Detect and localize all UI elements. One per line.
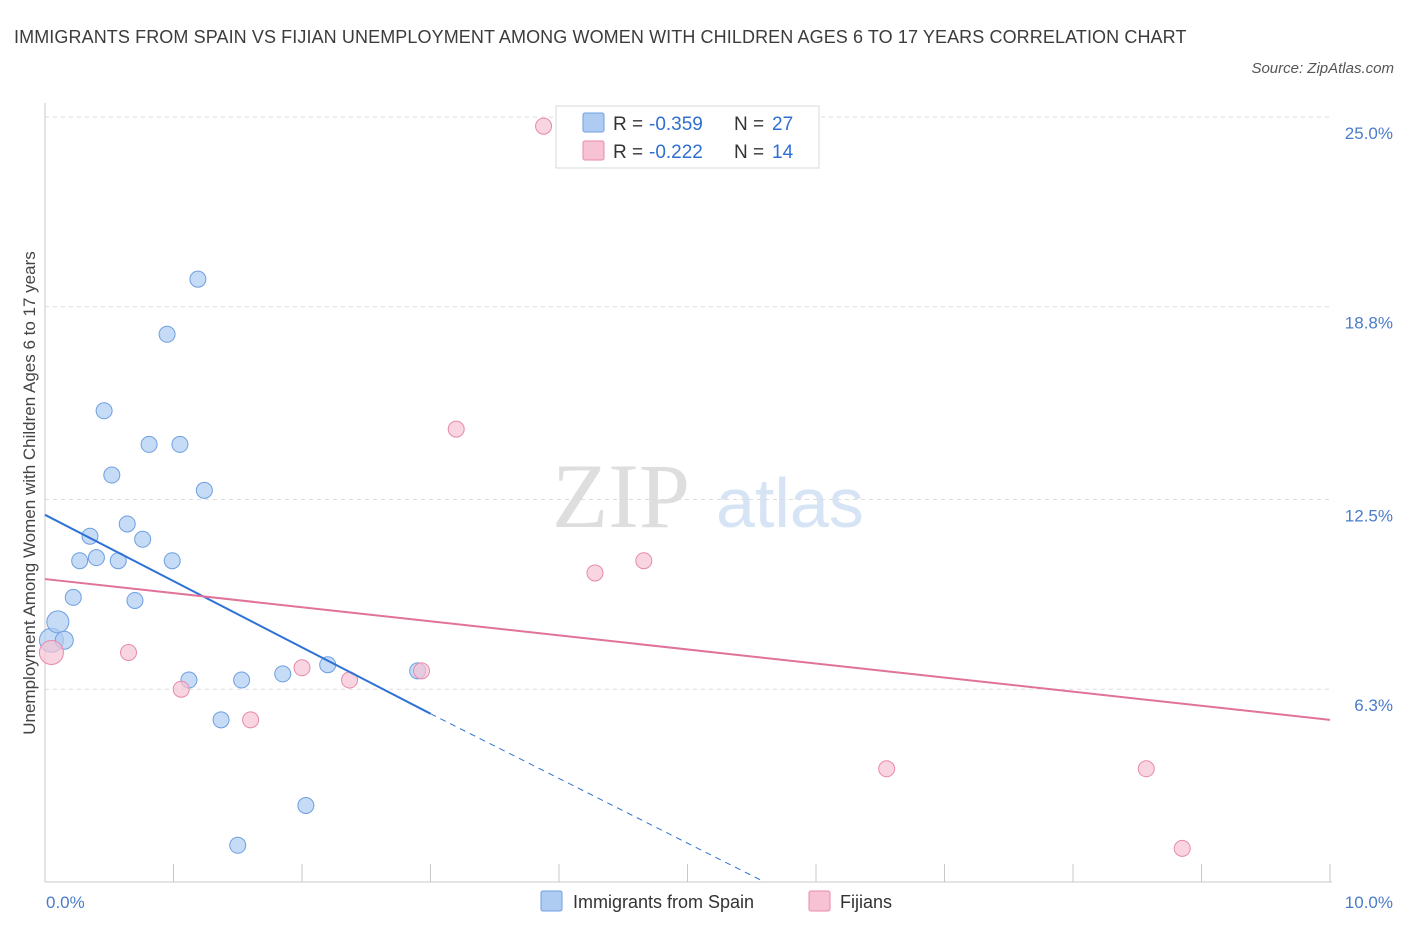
point-spain-8 [103,466,121,484]
watermark-atlas: atlas [716,464,864,542]
point-fijians-11 [878,760,896,778]
point-spain-15 [163,552,181,570]
data-points [38,117,1191,857]
point-fijians-12 [1137,760,1155,778]
y-axis-tick-labels: 25.0% 18.8% 12.5% 6.3% [1345,124,1393,715]
y-tick-label-2: 12.5% [1345,507,1393,526]
point-spain-25 [319,656,337,674]
point-spain-10 [118,515,136,533]
point-spain-21 [229,836,247,854]
series-legend: Immigrants from Spain Fijians [540,890,892,912]
point-spain-13 [140,435,158,453]
point-spain-18 [189,270,207,288]
point-fijians-3 [242,711,260,729]
gridlines [45,116,1330,690]
point-fijians-9 [586,564,604,582]
point-fijians-7 [447,420,465,438]
legend-n-value-fijians: 14 [772,142,794,163]
legend-r-value-spain: -0.359 [649,114,703,135]
chart-title: IMMIGRANTS FROM SPAIN VS FIJIAN UNEMPLOY… [14,27,1187,47]
trend-lines [44,513,1331,883]
series-legend-swatch-fijians [808,890,831,912]
series-legend-swatch-spain [540,890,563,912]
x-tick-label-0: 0.0% [46,893,85,912]
legend-swatch-spain [582,112,605,133]
point-spain-24 [297,797,315,814]
legend-swatch-fijians [582,140,605,161]
trend-line-extension-spain [430,713,765,883]
point-spain-3 [64,588,82,606]
axes [44,103,1332,883]
point-spain-22 [233,671,251,689]
legend-r-label-spain: R = [613,114,643,135]
point-spain-7 [95,402,113,420]
point-spain-11 [126,591,144,609]
watermark-zip: ZIP [552,445,690,547]
point-spain-6 [87,549,105,567]
trend-line-spain [44,513,431,715]
legend-n-value-spain: 27 [772,114,793,135]
point-spain-14 [158,325,176,343]
series-legend-label-spain: Immigrants from Spain [573,892,754,912]
point-fijians-8 [535,117,553,135]
point-fijians-2 [172,680,190,698]
point-fijians-10 [635,552,653,570]
watermark: ZIP atlas [552,445,864,547]
x-tick-label-1: 10.0% [1345,893,1393,912]
y-axis-label: Unemployment Among Women with Children A… [20,251,39,735]
stats-legend: R = -0.359 N = 27 R = -0.222 N = 14 [555,105,820,169]
point-fijians-1 [120,644,138,661]
legend-r-label-fijians: R = [613,142,643,163]
point-spain-23 [274,665,292,683]
legend-r-value-fijians: -0.222 [649,142,703,163]
legend-n-label-spain: N = [734,114,764,135]
point-spain-12 [134,530,152,548]
point-spain-4 [71,552,89,570]
point-spain-20 [212,711,230,729]
point-fijians-0 [38,640,64,665]
point-spain-19 [195,481,213,499]
chart-source: Source: ZipAtlas.com [1251,60,1394,77]
point-fijians-6 [413,662,431,680]
trend-line-fijians [44,578,1331,721]
series-legend-label-fijians: Fijians [840,892,892,912]
y-tick-label-1: 18.8% [1345,314,1393,333]
x-axis-ticks [173,864,1331,882]
point-spain-16 [171,435,189,453]
point-fijians-13 [1173,839,1191,857]
x-axis-tick-labels: 0.0% 10.0% [46,893,1393,912]
y-tick-label-0: 25.0% [1345,124,1393,143]
point-fijians-4 [293,659,311,677]
point-spain-1 [46,610,70,634]
y-tick-label-3: 6.3% [1354,696,1393,715]
legend-n-label-fijians: N = [734,142,764,163]
